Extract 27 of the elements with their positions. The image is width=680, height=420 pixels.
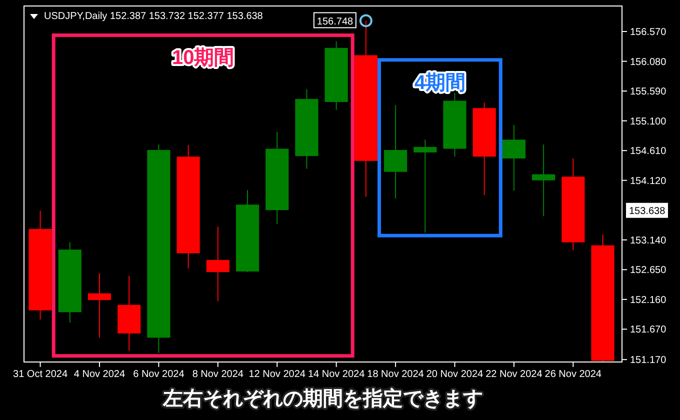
x-tick-label: 31 Oct 2024 [13,369,68,380]
y-tick-label: 155.100 [630,116,667,128]
x-tick-label: 14 Nov 2024 [308,369,366,380]
y-tick-label: 152.160 [630,294,667,306]
y-tick-label: 152.650 [630,265,667,276]
y-tick-label: 154.610 [630,146,667,158]
y-tick-label: 156.570 [630,27,667,38]
annotation: 156.748 [316,16,354,28]
x-tick-label: 12 Nov 2024 [248,369,306,380]
y-tick-label: 151.670 [630,324,667,336]
text: 153.638 [629,206,666,217]
x-tick-label: 6 Nov 2024 [133,369,185,380]
y-tick-label: 154.120 [630,176,667,187]
y-tick-label: 151.170 [630,355,667,366]
x-tick-label: 20 Nov 2024 [426,369,484,380]
x-tick-label: 26 Nov 2024 [544,369,602,380]
y-tick-label: 155.590 [630,86,667,98]
annotation: 10期間 [172,47,234,70]
y-tick-label: 153.140 [630,235,667,246]
x-tick-label: 8 Nov 2024 [192,369,244,380]
text: 左右それぞれの期間を指定できます [162,387,483,410]
x-tick-label: 18 Nov 2024 [367,369,424,380]
y-tick-label: 156.080 [630,56,667,68]
annotation: 4期間 [414,72,466,94]
text: USDJPY,Daily 152.387 153.732 152.377 153.638 [44,11,264,22]
x-tick-label: 4 Nov 2024 [74,369,126,380]
x-tick-label: 22 Nov 2024 [486,369,543,380]
